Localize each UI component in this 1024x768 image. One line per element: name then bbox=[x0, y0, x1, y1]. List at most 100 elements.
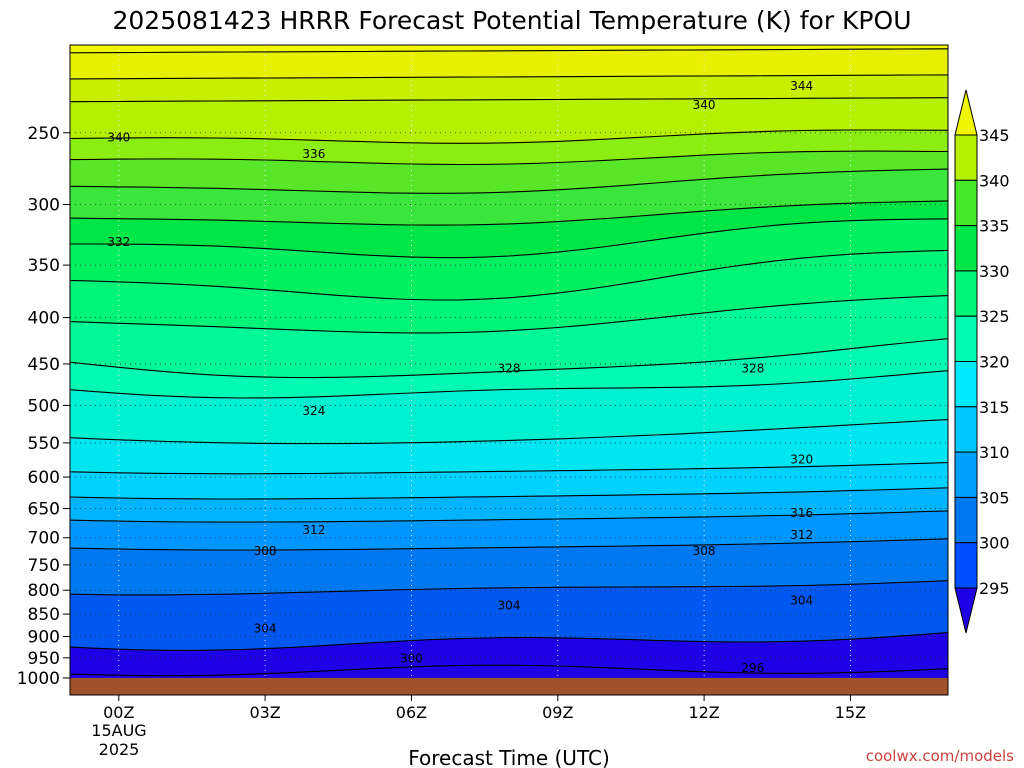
plot-area: 344 340 340 336 332 328 328 324 320 316 312 312 308 3… bbox=[70, 45, 948, 678]
credit-text: coolwx.com/models bbox=[866, 747, 1014, 765]
contour-label: 344 bbox=[790, 79, 813, 93]
x-axis-time: 00Z 03Z 06Z 09Z 12Z 15Z bbox=[103, 695, 866, 722]
y-tick-label: 400 bbox=[28, 309, 60, 329]
x-tick-label: 12Z bbox=[688, 703, 719, 722]
contour-label: 328 bbox=[741, 361, 764, 375]
contour-line bbox=[70, 295, 948, 334]
contour-label: 336 bbox=[302, 147, 325, 161]
contour-line bbox=[70, 74, 948, 80]
contour-line bbox=[70, 168, 948, 194]
colorbar-segment bbox=[954, 406, 978, 453]
fill-band bbox=[70, 632, 948, 678]
contour-label: 328 bbox=[498, 361, 521, 375]
x-tick-label: 00Z bbox=[103, 703, 134, 722]
contour-labels: 344 340 340 336 332 328 328 324 320 316 312 312 308 3… bbox=[107, 79, 813, 675]
colorbar-segment bbox=[954, 361, 978, 408]
y-tick-label: 500 bbox=[28, 396, 60, 416]
y-tick-label: 700 bbox=[28, 529, 60, 549]
contour-line bbox=[70, 510, 948, 523]
x-date-year: 2025 bbox=[99, 740, 140, 759]
contour-line bbox=[70, 664, 948, 677]
x-tick-label: 03Z bbox=[249, 703, 280, 722]
colorbar-label: 330 bbox=[979, 262, 1010, 281]
temperature-fills bbox=[70, 45, 948, 678]
y-tick-label: 950 bbox=[28, 649, 60, 669]
contour-label: 312 bbox=[790, 528, 813, 542]
colorbar-label: 335 bbox=[979, 217, 1010, 236]
colorbar-label: 345 bbox=[979, 126, 1010, 145]
x-tick-label: 06Z bbox=[396, 703, 427, 722]
colorbar-segment bbox=[954, 270, 978, 317]
colorbar-segment bbox=[954, 315, 978, 363]
colorbar: 345 340 335 330 325 320 315 310 305 300 295 bbox=[954, 89, 1010, 634]
colorbar-label: 305 bbox=[979, 488, 1010, 507]
contour-label: 316 bbox=[790, 506, 813, 520]
x-date-day: 15AUG bbox=[91, 721, 146, 740]
contour-line bbox=[70, 48, 948, 54]
contour-label: 340 bbox=[107, 130, 130, 144]
y-tick-label: 250 bbox=[28, 124, 60, 144]
colorbar-segment bbox=[954, 225, 978, 272]
colorbar-top-arrow bbox=[954, 89, 978, 136]
contour-line bbox=[70, 338, 948, 379]
contour-label: 308 bbox=[254, 544, 277, 558]
colorbar-label: 310 bbox=[979, 443, 1010, 462]
colorbar-segment bbox=[954, 179, 978, 227]
contour-line bbox=[70, 631, 948, 651]
x-tick-label: 15Z bbox=[835, 703, 866, 722]
colorbar-label: 340 bbox=[979, 171, 1010, 190]
colorbar-bottom-arrow bbox=[954, 587, 978, 634]
contour-label: 300 bbox=[400, 652, 423, 666]
contour-line bbox=[70, 129, 948, 144]
contour-label: 340 bbox=[693, 98, 716, 112]
plot-frame bbox=[69, 44, 949, 696]
contour-line bbox=[70, 487, 948, 500]
contour-label: 296 bbox=[741, 661, 764, 675]
y-tick-label: 1000 bbox=[17, 669, 60, 689]
y-tick-label: 300 bbox=[28, 195, 60, 215]
contour-label: 312 bbox=[302, 523, 325, 537]
colorbar-label: 325 bbox=[979, 307, 1010, 326]
y-tick-label: 900 bbox=[28, 628, 60, 648]
chart-title: 2025081423 HRRR Forecast Potential Tempe… bbox=[113, 6, 912, 35]
contour-line bbox=[70, 580, 948, 596]
x-tick-label: 09Z bbox=[542, 703, 573, 722]
y-tick-label: 650 bbox=[28, 500, 60, 520]
contour-label: 324 bbox=[302, 404, 325, 418]
fill-band bbox=[70, 665, 948, 678]
contour-line bbox=[70, 97, 948, 103]
contour-line bbox=[70, 218, 948, 259]
y-tick-label: 850 bbox=[28, 605, 60, 625]
contour-line bbox=[70, 462, 948, 475]
contour-line bbox=[70, 150, 948, 166]
y-tick-label: 350 bbox=[28, 256, 60, 276]
colorbar-label: 315 bbox=[979, 398, 1010, 417]
contour-label: 320 bbox=[790, 453, 813, 467]
contour-line bbox=[70, 370, 948, 399]
contour-line bbox=[70, 200, 948, 226]
colorbar-label: 320 bbox=[979, 353, 1010, 372]
colorbar-segment bbox=[954, 134, 978, 181]
colorbar-label: 295 bbox=[979, 579, 1010, 598]
contour-line bbox=[70, 249, 948, 301]
colorbar-segment bbox=[954, 542, 978, 589]
y-tick-label: 750 bbox=[28, 556, 60, 576]
colorbar-segment bbox=[954, 451, 978, 498]
dotted-grid bbox=[70, 45, 948, 678]
ground-surface bbox=[70, 678, 948, 695]
y-axis-pressure: 250 300 350 400 450 500 550 600 650 700 750 800 850 9… bbox=[17, 124, 70, 689]
contour-label: 304 bbox=[254, 622, 277, 636]
contour-label: 332 bbox=[107, 235, 130, 249]
y-tick-label: 800 bbox=[28, 581, 60, 601]
contour-lines bbox=[70, 48, 948, 677]
contour-line bbox=[70, 419, 948, 445]
x-axis-label: Forecast Time (UTC) bbox=[408, 746, 610, 768]
y-tick-label: 450 bbox=[28, 355, 60, 375]
contour-label: 308 bbox=[693, 544, 716, 558]
colorbar-segment bbox=[954, 496, 978, 544]
colorbar-label: 300 bbox=[979, 534, 1010, 553]
contour-label: 304 bbox=[498, 599, 521, 613]
contour-label: 304 bbox=[790, 593, 813, 607]
y-tick-label: 550 bbox=[28, 434, 60, 454]
